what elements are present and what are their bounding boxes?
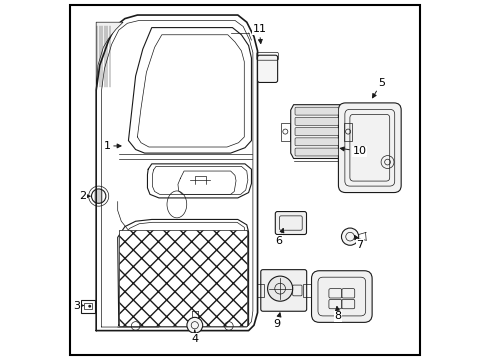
FancyBboxPatch shape	[295, 117, 339, 125]
Polygon shape	[291, 105, 343, 158]
Bar	[257, 284, 264, 297]
Text: 9: 9	[274, 313, 281, 329]
Bar	[344, 123, 352, 140]
Circle shape	[342, 228, 359, 245]
Text: 10: 10	[340, 146, 367, 156]
Bar	[281, 123, 290, 140]
FancyBboxPatch shape	[275, 212, 307, 234]
FancyBboxPatch shape	[339, 103, 401, 193]
Bar	[303, 284, 311, 297]
Text: 1: 1	[103, 141, 121, 151]
FancyBboxPatch shape	[295, 107, 339, 115]
Bar	[84, 303, 92, 309]
Text: 2: 2	[79, 191, 90, 201]
Circle shape	[187, 318, 203, 333]
Text: 11: 11	[252, 24, 267, 44]
FancyBboxPatch shape	[258, 55, 278, 82]
Text: 4: 4	[191, 330, 198, 343]
FancyBboxPatch shape	[295, 128, 339, 135]
FancyBboxPatch shape	[295, 148, 339, 156]
Circle shape	[88, 305, 91, 308]
FancyBboxPatch shape	[295, 138, 339, 146]
Text: 8: 8	[335, 306, 342, 321]
Text: 3: 3	[73, 301, 84, 311]
FancyBboxPatch shape	[261, 270, 307, 311]
Polygon shape	[96, 22, 123, 90]
Text: 5: 5	[372, 78, 385, 98]
Text: 6: 6	[275, 229, 284, 246]
Circle shape	[268, 276, 293, 301]
FancyBboxPatch shape	[312, 271, 372, 322]
Polygon shape	[119, 230, 247, 326]
Text: 7: 7	[354, 235, 363, 249]
Bar	[81, 300, 95, 313]
